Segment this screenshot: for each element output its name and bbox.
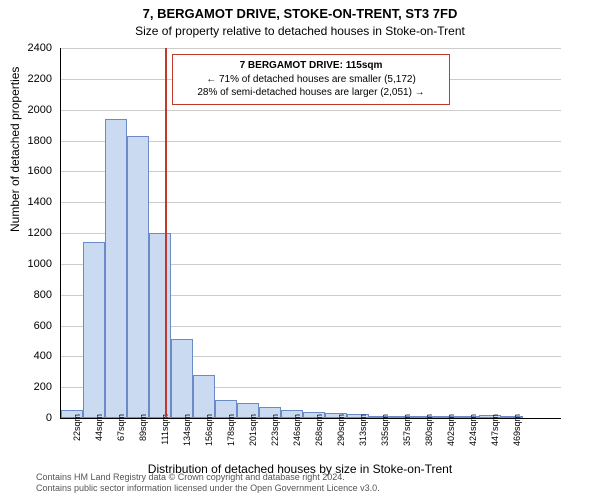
y-tick: 200	[12, 381, 52, 393]
x-tick: 268sqm	[314, 414, 324, 460]
y-tick: 1800	[12, 135, 52, 147]
y-tick: 2000	[12, 104, 52, 116]
y-tick-labels: 0200400600800100012001400160018002000220…	[0, 48, 56, 418]
chart-title-l1: 7, BERGAMOT DRIVE, STOKE-ON-TRENT, ST3 7…	[0, 6, 600, 21]
y-tick: 1000	[12, 258, 52, 270]
y-tick: 400	[12, 350, 52, 362]
x-tick: 424sqm	[468, 414, 478, 460]
histogram-bar	[105, 119, 127, 418]
x-tick: 44sqm	[94, 414, 104, 460]
chart-title-l2: Size of property relative to detached ho…	[0, 24, 600, 38]
histogram-bar	[83, 242, 105, 418]
y-tick: 0	[12, 412, 52, 424]
x-tick: 201sqm	[248, 414, 258, 460]
y-tick: 1600	[12, 165, 52, 177]
x-tick: 402sqm	[446, 414, 456, 460]
x-tick: 67sqm	[116, 414, 126, 460]
footer-line2: Contains public sector information licen…	[36, 483, 380, 494]
x-tick: 469sqm	[512, 414, 522, 460]
y-tick: 2400	[12, 42, 52, 54]
annotation-l2: ← 71% of detached houses are smaller (5,…	[179, 73, 443, 87]
x-tick: 156sqm	[204, 414, 214, 460]
x-tick: 22sqm	[72, 414, 82, 460]
x-tick: 178sqm	[226, 414, 236, 460]
y-tick: 800	[12, 289, 52, 301]
x-tick: 335sqm	[380, 414, 390, 460]
x-tick: 447sqm	[490, 414, 500, 460]
x-tick: 246sqm	[292, 414, 302, 460]
histogram-bar	[149, 233, 171, 418]
y-tick: 2200	[12, 73, 52, 85]
footer-line1: Contains HM Land Registry data © Crown c…	[36, 472, 380, 483]
footer-attribution: Contains HM Land Registry data © Crown c…	[36, 472, 380, 494]
annotation-l3: 28% of semi-detached houses are larger (…	[179, 86, 443, 100]
x-tick: 223sqm	[270, 414, 280, 460]
y-tick: 1400	[12, 196, 52, 208]
histogram-bar	[171, 339, 193, 418]
reference-line	[165, 48, 167, 418]
histogram-bar	[193, 375, 215, 418]
x-tick: 134sqm	[182, 414, 192, 460]
x-tick: 111sqm	[160, 414, 170, 460]
histogram-bar	[127, 136, 149, 418]
y-tick: 600	[12, 320, 52, 332]
x-tick: 357sqm	[402, 414, 412, 460]
x-tick: 290sqm	[336, 414, 346, 460]
annotation-l1: 7 BERGAMOT DRIVE: 115sqm	[179, 59, 443, 73]
x-tick: 380sqm	[424, 414, 434, 460]
y-tick: 1200	[12, 227, 52, 239]
gridline	[61, 48, 561, 49]
chart-plot-area: 22sqm44sqm67sqm89sqm111sqm134sqm156sqm17…	[60, 48, 561, 419]
x-tick: 313sqm	[358, 414, 368, 460]
annotation-box: 7 BERGAMOT DRIVE: 115sqm← 71% of detache…	[172, 54, 450, 105]
gridline	[61, 110, 561, 111]
x-tick: 89sqm	[138, 414, 148, 460]
